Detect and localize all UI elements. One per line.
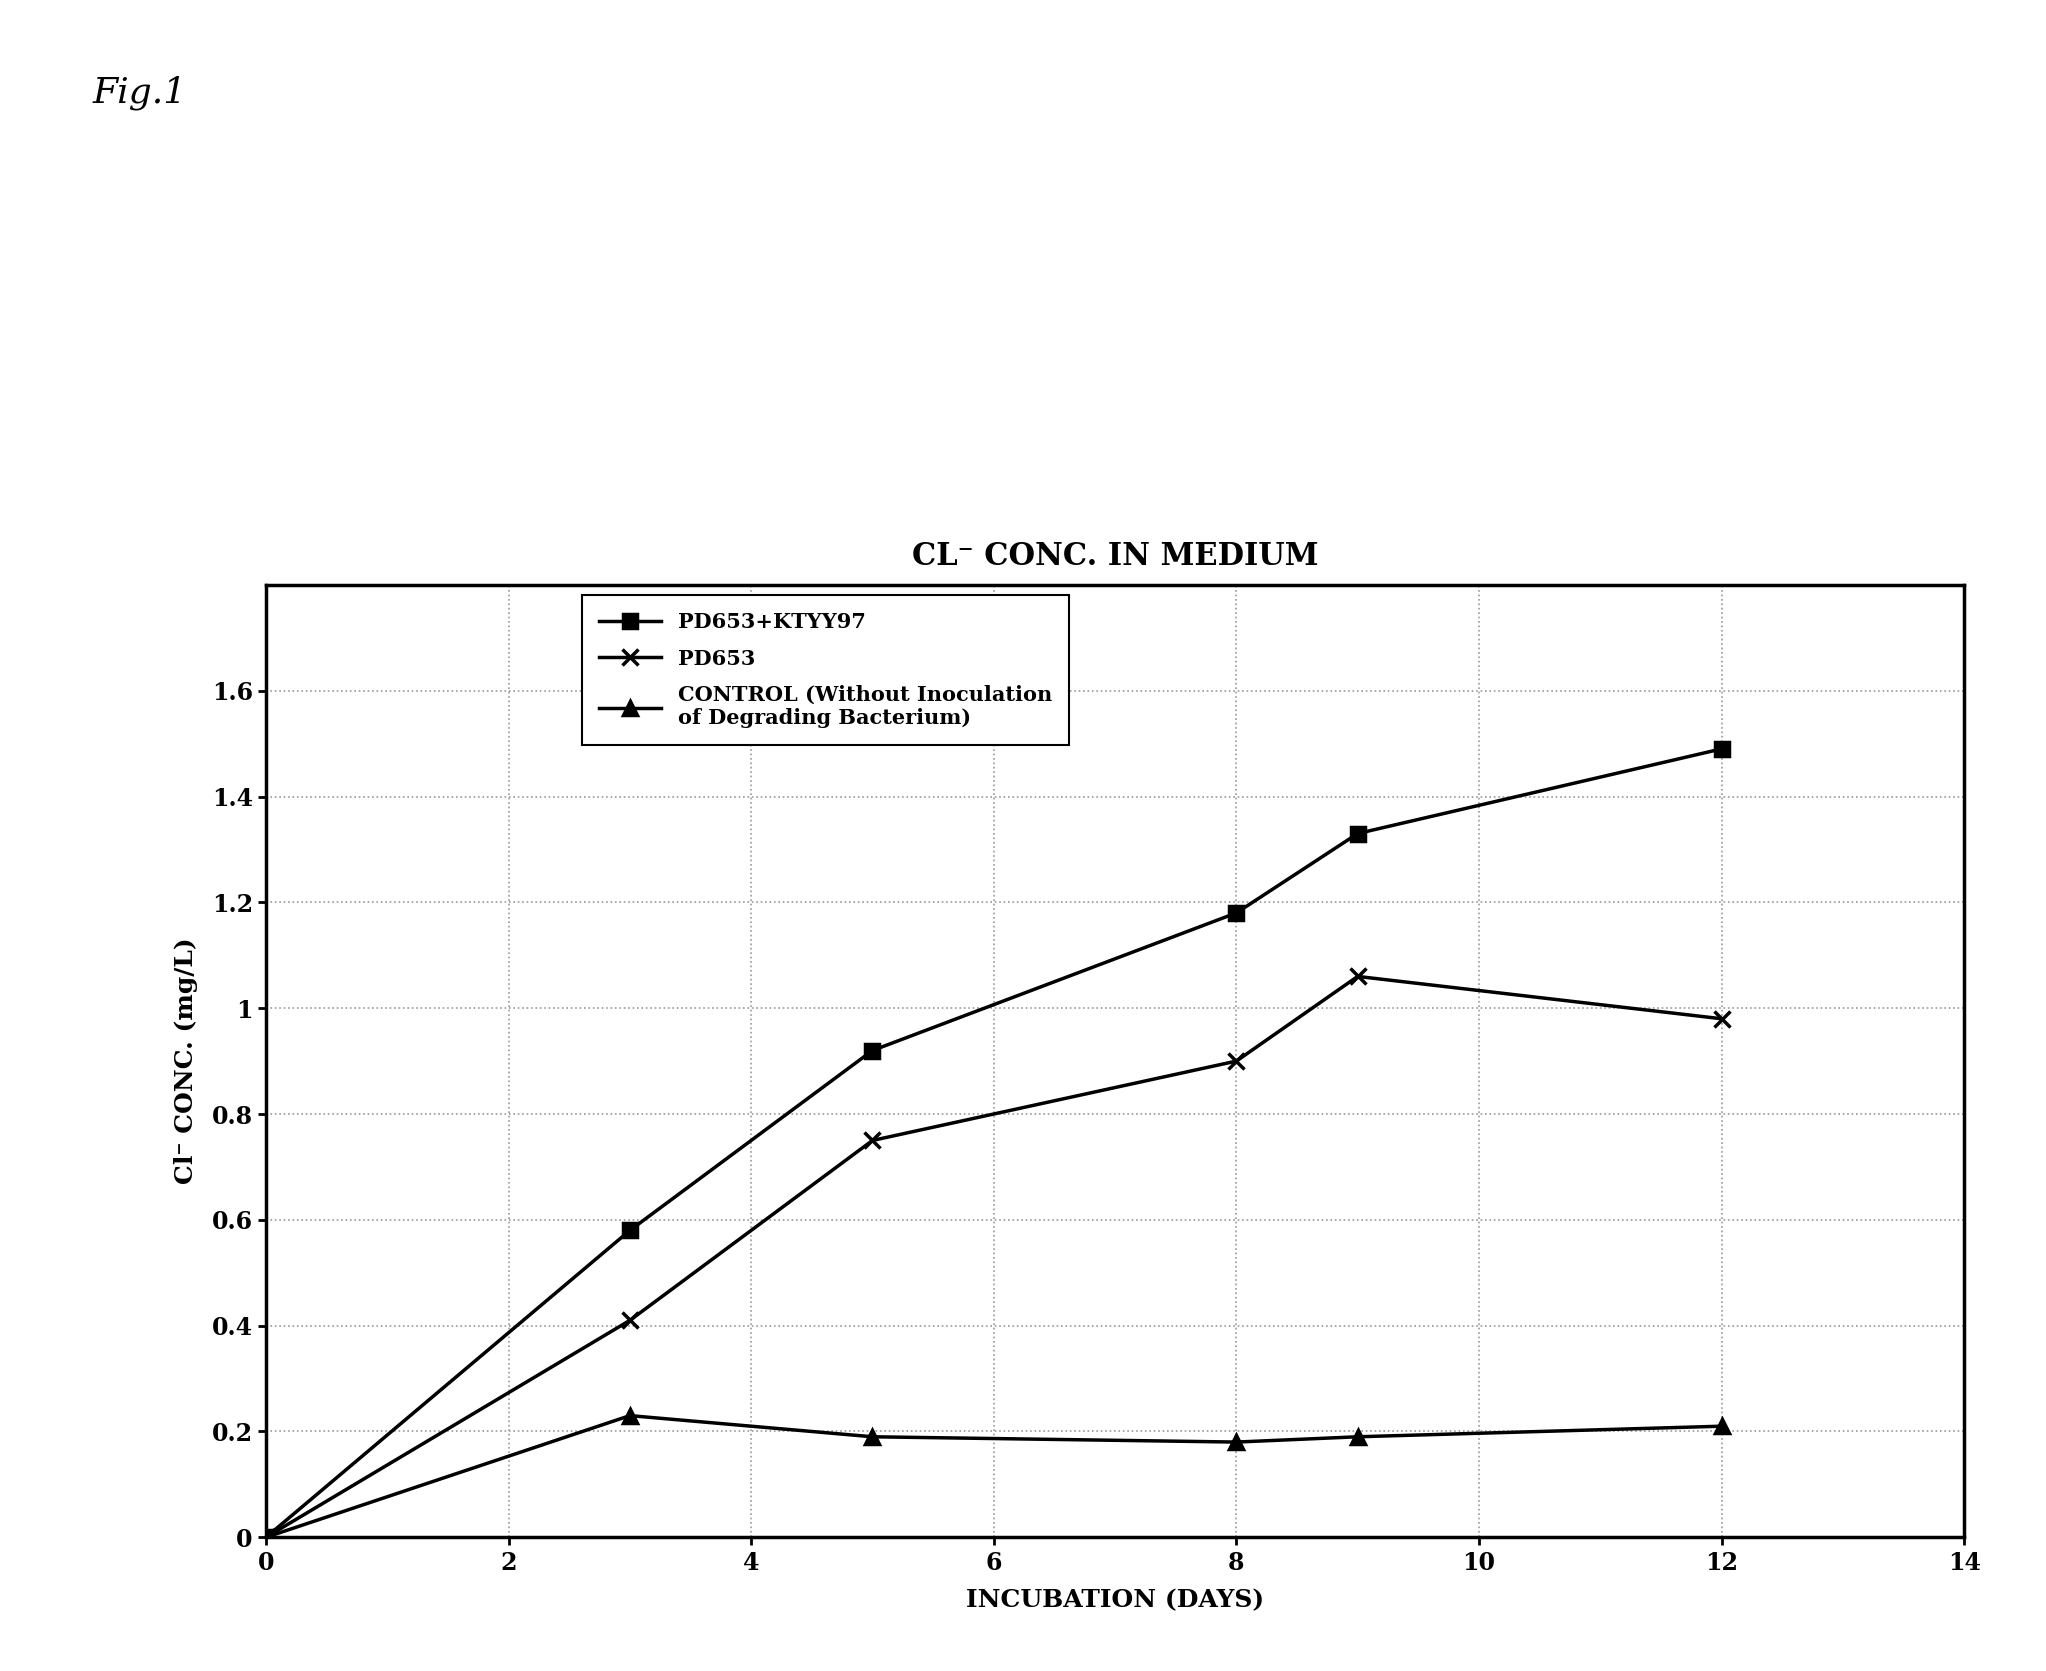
Y-axis label: Cl⁻ CONC. (mg/L): Cl⁻ CONC. (mg/L) [174,937,198,1185]
PD653 [618,1310,642,1330]
CONTROL (Without Inoculation
of Degrading Bacterium) [254,1527,278,1547]
PD653 [859,1131,884,1151]
X-axis label: INCUBATION (DAYS): INCUBATION (DAYS) [966,1589,1264,1613]
PD653 [1224,1051,1248,1071]
Legend: PD653+KTYY97, PD653, CONTROL (Without Inoculation
of Degrading Bacterium): PD653+KTYY97, PD653, CONTROL (Without In… [581,595,1068,745]
CONTROL (Without Inoculation
of Degrading Bacterium) [1346,1427,1371,1447]
PD653 [1346,966,1371,986]
PD653+KTYY97 [859,1041,884,1061]
CONTROL (Without Inoculation
of Degrading Bacterium) [618,1405,642,1425]
CONTROL (Without Inoculation
of Degrading Bacterium) [1708,1417,1733,1437]
Line: CONTROL (Without Inoculation
of Degrading Bacterium): CONTROL (Without Inoculation of Degradin… [260,1409,1729,1544]
PD653 [254,1527,278,1547]
PD653+KTYY97 [1224,902,1248,922]
Title: CL⁻ CONC. IN MEDIUM: CL⁻ CONC. IN MEDIUM [913,541,1318,573]
PD653 [1708,1009,1733,1029]
Line: PD653+KTYY97: PD653+KTYY97 [260,742,1729,1544]
PD653+KTYY97 [254,1527,278,1547]
CONTROL (Without Inoculation
of Degrading Bacterium) [1224,1432,1248,1452]
PD653+KTYY97 [618,1220,642,1240]
PD653+KTYY97 [1708,739,1733,759]
CONTROL (Without Inoculation
of Degrading Bacterium) [859,1427,884,1447]
Text: Fig.1: Fig.1 [92,75,186,110]
Line: PD653: PD653 [258,968,1731,1546]
PD653+KTYY97 [1346,824,1371,844]
